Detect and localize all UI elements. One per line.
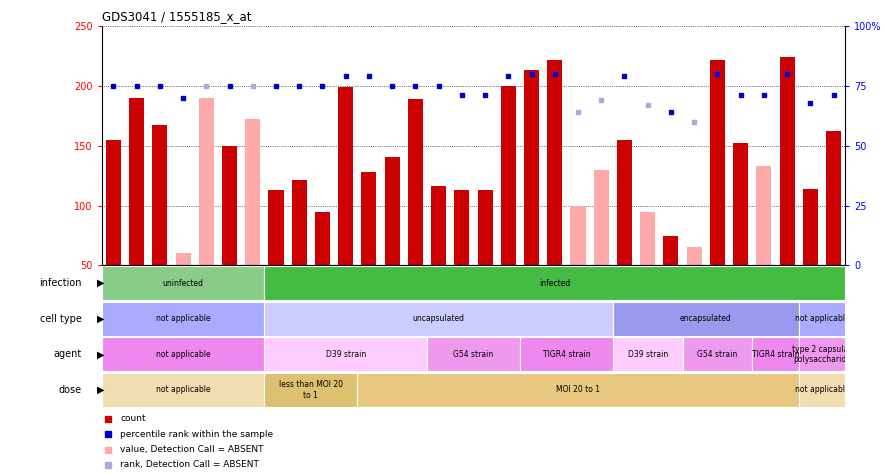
Bar bbox=[571, 206, 586, 265]
Bar bbox=[265, 337, 427, 372]
Bar bbox=[102, 337, 265, 372]
Bar bbox=[427, 337, 520, 372]
Text: G54 strain: G54 strain bbox=[697, 350, 737, 359]
Bar bbox=[431, 186, 446, 265]
Text: infection: infection bbox=[39, 278, 81, 288]
Text: infected: infected bbox=[539, 279, 571, 288]
Bar bbox=[682, 337, 752, 372]
Bar bbox=[478, 190, 493, 265]
Text: rank, Detection Call = ABSENT: rank, Detection Call = ABSENT bbox=[120, 460, 259, 469]
Bar bbox=[102, 373, 265, 407]
Bar bbox=[361, 172, 376, 265]
Bar bbox=[780, 57, 795, 265]
Bar bbox=[520, 337, 612, 372]
Text: ▶: ▶ bbox=[97, 349, 104, 359]
Bar bbox=[152, 126, 167, 265]
Text: GDS3041 / 1555185_x_at: GDS3041 / 1555185_x_at bbox=[102, 10, 251, 24]
Bar bbox=[803, 189, 818, 265]
Text: ▶: ▶ bbox=[97, 314, 104, 324]
Text: not applicable: not applicable bbox=[795, 385, 850, 394]
Bar bbox=[524, 70, 539, 265]
Text: MOI 20 to 1: MOI 20 to 1 bbox=[556, 385, 600, 394]
Bar bbox=[594, 170, 609, 265]
Bar bbox=[612, 301, 798, 336]
Text: less than MOI 20
to 1: less than MOI 20 to 1 bbox=[279, 380, 342, 400]
Bar bbox=[358, 373, 799, 407]
Text: ▶: ▶ bbox=[97, 278, 104, 288]
Bar bbox=[798, 301, 845, 336]
Bar bbox=[292, 181, 307, 265]
Bar bbox=[501, 86, 516, 265]
Bar bbox=[710, 60, 725, 265]
Text: D39 strain: D39 strain bbox=[326, 350, 366, 359]
Bar bbox=[612, 337, 682, 372]
Bar bbox=[222, 146, 237, 265]
Bar bbox=[733, 143, 748, 265]
Bar bbox=[640, 211, 655, 265]
Bar bbox=[265, 373, 358, 407]
Bar bbox=[265, 266, 845, 301]
Text: encapsulated: encapsulated bbox=[680, 314, 732, 323]
Bar bbox=[687, 247, 702, 265]
Text: G54 strain: G54 strain bbox=[453, 350, 494, 359]
Bar bbox=[106, 140, 121, 265]
Text: value, Detection Call = ABSENT: value, Detection Call = ABSENT bbox=[120, 445, 264, 454]
Bar bbox=[454, 190, 469, 265]
Bar bbox=[199, 98, 214, 265]
Bar bbox=[268, 190, 283, 265]
Text: dose: dose bbox=[58, 385, 81, 395]
Text: type 2 capsular
polysaccharide: type 2 capsular polysaccharide bbox=[792, 345, 851, 364]
Bar bbox=[385, 156, 400, 265]
Text: uninfected: uninfected bbox=[163, 279, 204, 288]
Text: not applicable: not applicable bbox=[156, 314, 211, 323]
Bar bbox=[315, 211, 330, 265]
Bar bbox=[617, 140, 632, 265]
Bar bbox=[245, 119, 260, 265]
Text: not applicable: not applicable bbox=[156, 350, 211, 359]
Bar bbox=[798, 373, 845, 407]
Bar bbox=[757, 166, 772, 265]
Text: TIGR4 strain: TIGR4 strain bbox=[543, 350, 590, 359]
Bar bbox=[798, 337, 845, 372]
Bar bbox=[102, 301, 265, 336]
Bar bbox=[338, 87, 353, 265]
Text: cell type: cell type bbox=[40, 314, 81, 324]
Text: TIGR4 strain: TIGR4 strain bbox=[751, 350, 799, 359]
Bar bbox=[408, 99, 423, 265]
Bar bbox=[547, 60, 562, 265]
Bar bbox=[129, 98, 144, 265]
Text: ▶: ▶ bbox=[97, 385, 104, 395]
Text: uncapsulated: uncapsulated bbox=[412, 314, 465, 323]
Bar bbox=[102, 266, 265, 301]
Bar bbox=[664, 236, 679, 265]
Text: count: count bbox=[120, 414, 146, 423]
Bar bbox=[752, 337, 798, 372]
Text: percentile rank within the sample: percentile rank within the sample bbox=[120, 429, 273, 438]
Text: not applicable: not applicable bbox=[156, 385, 211, 394]
Bar bbox=[265, 301, 612, 336]
Text: agent: agent bbox=[53, 349, 81, 359]
Text: not applicable: not applicable bbox=[795, 314, 850, 323]
Bar bbox=[175, 254, 190, 265]
Text: D39 strain: D39 strain bbox=[627, 350, 668, 359]
Bar bbox=[826, 131, 841, 265]
